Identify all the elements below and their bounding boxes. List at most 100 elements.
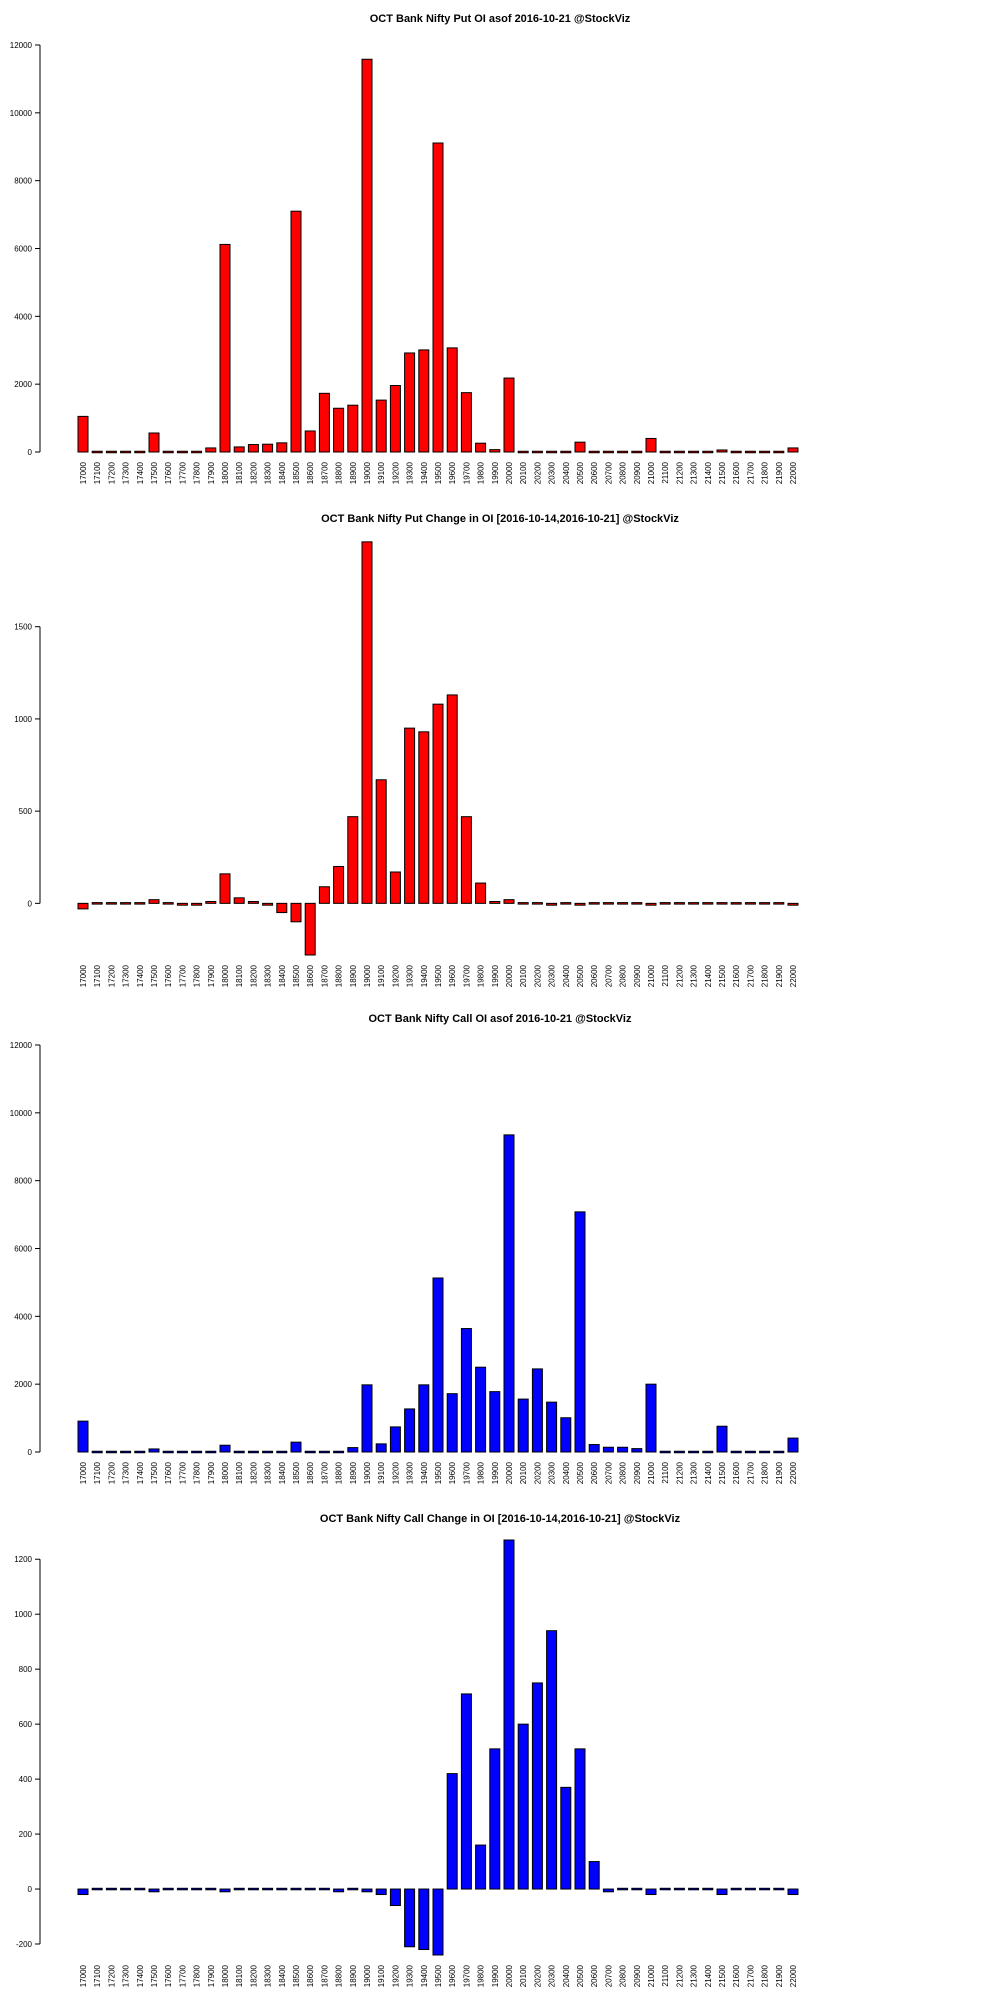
y-tick-label: 600 [19, 1720, 33, 1729]
bar-18100 [233, 446, 245, 453]
bar-20200 [531, 1368, 543, 1453]
x-tick-label: 18100 [235, 964, 244, 987]
x-tick-label: 19300 [406, 461, 415, 484]
x-tick-label: 21300 [690, 461, 699, 484]
x-tick-label: 21200 [675, 1461, 684, 1484]
x-tick-label: 19900 [491, 964, 500, 987]
x-tick-label: 21700 [746, 461, 755, 484]
y-tick-label: 4000 [14, 1312, 32, 1321]
x-tick-label: 20500 [576, 964, 585, 987]
x-tick-label: 18000 [221, 964, 230, 987]
x-tick-label: 18600 [306, 1461, 315, 1484]
x-tick-label: 20400 [562, 1964, 571, 1987]
bar-19500 [432, 1888, 444, 1956]
bar-21500 [716, 902, 728, 905]
bar-18000 [219, 873, 231, 904]
x-tick-label: 18800 [335, 1461, 344, 1484]
x-tick-label: 21400 [704, 1964, 713, 1987]
bar-22000 [787, 1888, 799, 1896]
x-tick-label: 21800 [761, 964, 770, 987]
bar-17300 [120, 450, 132, 454]
bar-17400 [134, 450, 146, 454]
y-tick-label: 12000 [10, 41, 33, 50]
bar-18300 [262, 1450, 274, 1454]
bar-20500 [574, 1211, 586, 1453]
y-tick-label: -200 [16, 1940, 33, 1949]
x-tick-label: 21000 [647, 1964, 656, 1987]
y-tick-label: 0 [28, 899, 33, 908]
y-tick-label: 4000 [14, 312, 32, 321]
bar-21900 [773, 450, 785, 454]
x-tick-label: 18400 [278, 964, 287, 987]
x-tick-label: 20700 [604, 1964, 613, 1987]
x-tick-label: 20800 [619, 461, 628, 484]
bar-21000 [645, 437, 657, 453]
x-tick-label: 19100 [377, 461, 386, 484]
x-tick-label: 17200 [107, 461, 116, 484]
x-tick-label: 17200 [107, 964, 116, 987]
x-tick-label: 17600 [164, 461, 173, 484]
x-tick-label: 18700 [320, 1461, 329, 1484]
y-tick-label: 500 [19, 807, 33, 816]
x-tick-label: 17500 [150, 964, 159, 987]
bar-20300 [546, 1401, 558, 1453]
bar-17100 [91, 902, 103, 905]
bar-20700 [602, 1446, 614, 1453]
x-tick-label: 19300 [406, 964, 415, 987]
x-tick-label: 21800 [761, 1964, 770, 1987]
bar-18800 [333, 1450, 345, 1454]
bar-19000 [361, 58, 373, 453]
bar-18900 [347, 816, 359, 904]
bar-20200 [531, 902, 543, 905]
x-tick-label: 21200 [675, 461, 684, 484]
bar-20400 [560, 1417, 572, 1453]
bar-18300 [262, 902, 274, 906]
x-tick-label: 21100 [661, 461, 670, 483]
x-tick-label: 18400 [278, 461, 287, 484]
bar-21500 [716, 1888, 728, 1896]
bar-17200 [105, 1887, 117, 1891]
bar-17800 [191, 450, 203, 454]
bar-18400 [276, 902, 288, 914]
bar-19900 [489, 901, 501, 904]
bar-21100 [659, 450, 671, 454]
x-tick-label: 18800 [335, 964, 344, 987]
x-tick-label: 21500 [718, 461, 727, 484]
chart-svg-1: OCT Bank Nifty Put OI asof 2016-10-21 @S… [10, 13, 799, 484]
bar-21400 [702, 1887, 714, 1891]
chart-panel-1: OCT Bank Nifty Put OI asof 2016-10-21 @S… [0, 0, 1000, 500]
bar-17100 [91, 1887, 103, 1891]
bar-19100 [375, 779, 387, 904]
bar-17400 [134, 1887, 146, 1891]
x-tick-label: 20900 [633, 964, 642, 987]
bar-18900 [347, 1887, 359, 1891]
x-tick-label: 18500 [292, 1461, 301, 1484]
x-tick-label: 21700 [746, 1461, 755, 1484]
x-tick-label: 21000 [647, 964, 656, 987]
x-tick-label: 20100 [519, 1461, 528, 1484]
bar-21500 [716, 449, 728, 453]
chart-svg-2: OCT Bank Nifty Put Change in OI [2016-10… [14, 513, 799, 987]
bar-21600 [730, 1887, 742, 1891]
x-tick-label: 20000 [505, 964, 514, 987]
bar-19800 [475, 1366, 487, 1453]
bar-17500 [148, 899, 160, 904]
x-tick-label: 19200 [391, 461, 400, 484]
x-tick-label: 20900 [633, 1964, 642, 1987]
x-tick-label: 19600 [448, 1461, 457, 1484]
x-tick-label: 22000 [789, 964, 798, 987]
bar-20100 [517, 450, 529, 454]
bar-21700 [744, 902, 756, 905]
y-tick-label: 1000 [14, 715, 32, 724]
bar-18600 [304, 902, 316, 956]
bar-18300 [262, 443, 274, 453]
x-tick-label: 19400 [420, 461, 429, 484]
chart-title: OCT Bank Nifty Call Change in OI [2016-1… [320, 1513, 681, 1525]
x-tick-label: 19700 [462, 964, 471, 987]
bar-18200 [247, 1887, 259, 1891]
x-tick-label: 18200 [249, 1964, 258, 1987]
x-tick-label: 22000 [789, 1461, 798, 1484]
y-tick-label: 1000 [14, 1610, 32, 1619]
bar-20500 [574, 902, 586, 906]
x-tick-label: 21300 [690, 1964, 699, 1987]
